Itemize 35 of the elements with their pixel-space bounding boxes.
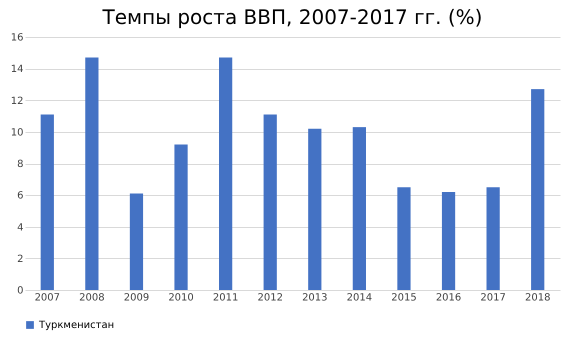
y-tick-label: 6 <box>17 190 24 202</box>
bar <box>531 89 544 290</box>
bar <box>219 58 232 290</box>
y-tick-label: 4 <box>17 222 24 234</box>
y-tick-label: 8 <box>17 159 24 170</box>
x-tick-label: 2007 <box>34 292 60 304</box>
y-tick-label: 12 <box>10 96 24 107</box>
bar <box>486 187 500 290</box>
x-tick-label: 2017 <box>480 292 506 304</box>
bar <box>85 58 98 290</box>
x-tick-label: 2014 <box>346 292 372 304</box>
x-tick-label: 2010 <box>168 292 194 304</box>
y-tick-label: 10 <box>10 127 24 138</box>
x-tick-label: 2008 <box>79 292 105 304</box>
bar <box>40 114 54 290</box>
y-tick-label: 16 <box>10 32 24 44</box>
y-tick-label: 0 <box>17 286 24 296</box>
y-tick-label: 14 <box>10 64 24 76</box>
bar <box>264 114 277 290</box>
x-tick-label: 2009 <box>124 292 150 304</box>
x-tick-label: 2013 <box>302 292 328 304</box>
bar <box>442 192 456 290</box>
y-tick-label: 2 <box>17 254 24 265</box>
bar <box>174 144 188 290</box>
x-tick-label: 2012 <box>257 292 283 304</box>
bar <box>397 187 411 290</box>
x-tick-label: 2018 <box>524 292 550 304</box>
bar <box>308 128 322 290</box>
x-tick-label: 2011 <box>212 292 238 304</box>
chart-title: Темпы роста ВВП, 2007-2017 гг. (%) <box>102 5 482 29</box>
x-tick-label: 2016 <box>436 292 462 304</box>
bar <box>352 127 366 290</box>
x-tick-label: 2015 <box>391 292 417 304</box>
legend-label: Туркменистан <box>38 320 114 331</box>
bar <box>130 194 144 290</box>
